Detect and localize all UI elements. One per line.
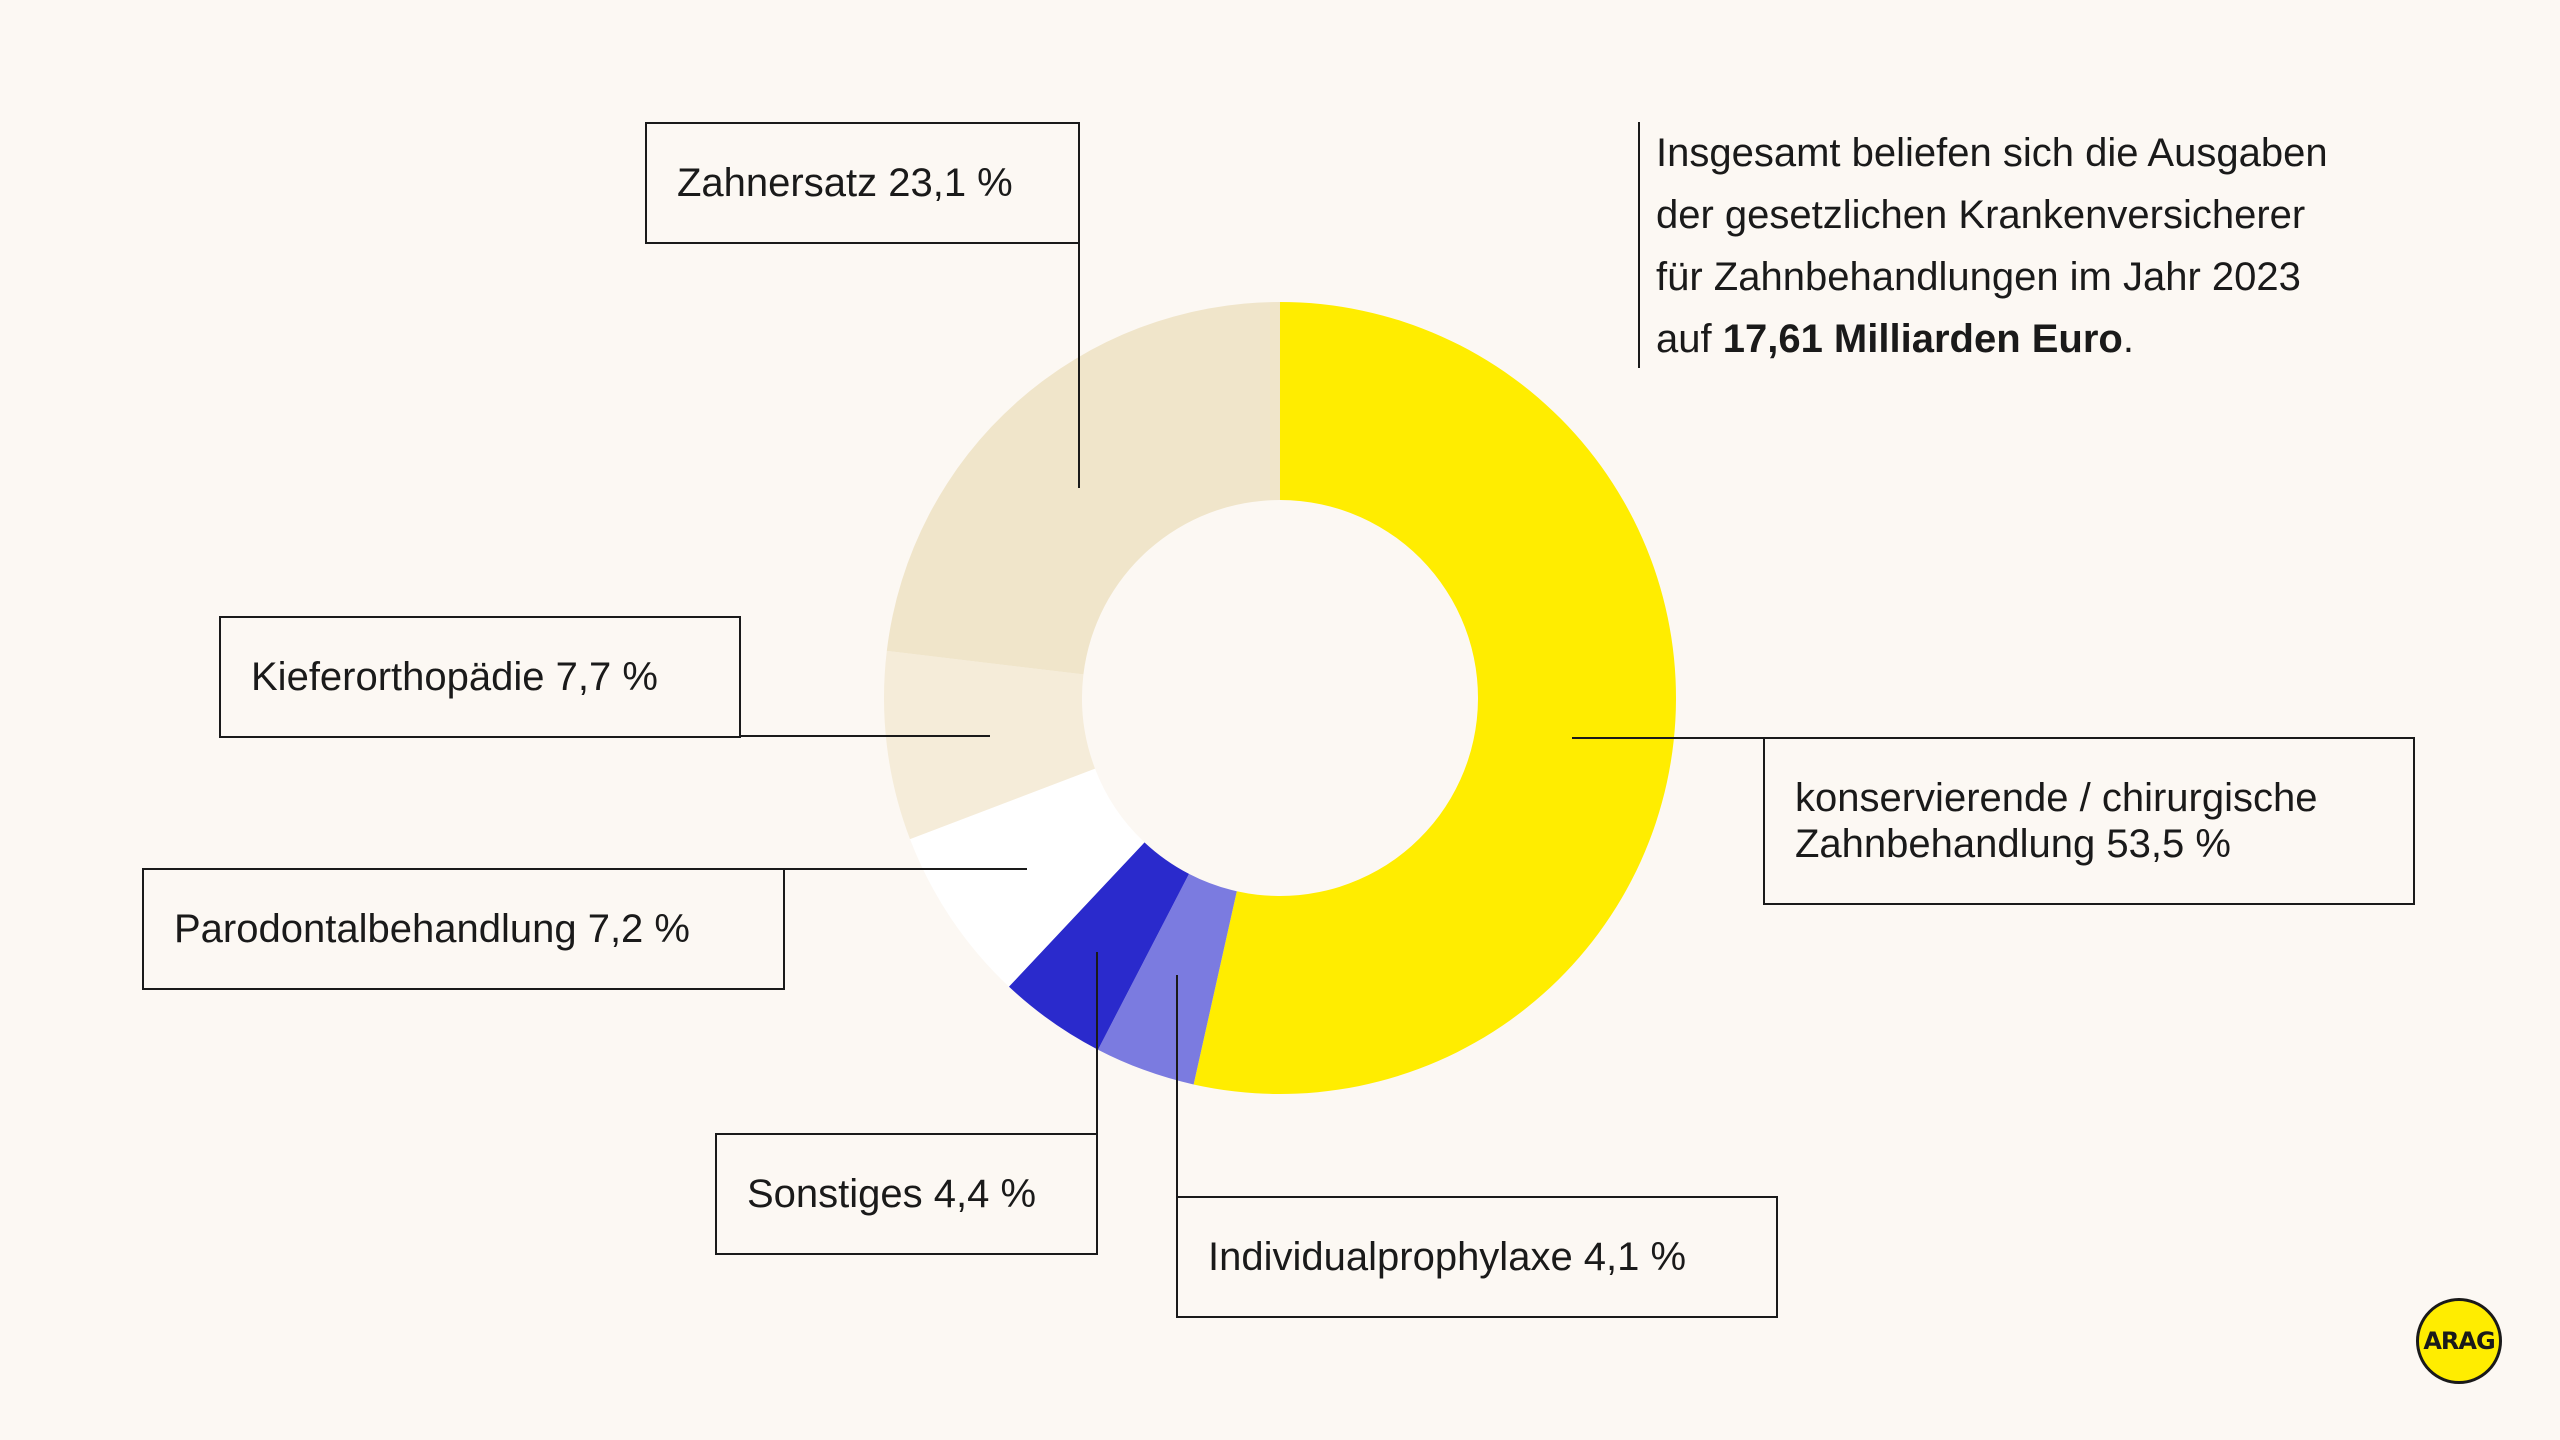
donut-slice-3: [910, 768, 1145, 987]
label-parodontalbehandlung: Parodontalbehandlung 7,2 %: [142, 868, 785, 990]
donut-slice-5: [886, 302, 1280, 675]
label-kieferorthopaedie: Kieferorthopädie 7,7 %: [219, 616, 741, 738]
info-total-amount: 17,61 Milliarden Euro: [1722, 317, 2123, 361]
label-konservierende: konservierende / chirurgische Zahnbehand…: [1763, 737, 2415, 905]
donut-slice-4: [884, 650, 1096, 840]
label-zahnersatz-text: Zahnersatz 23,1 %: [677, 161, 1013, 205]
label-zahnersatz: Zahnersatz 23,1 %: [645, 122, 1080, 244]
donut-slice-2: [1008, 842, 1190, 1050]
info-text-block: Insgesamt beliefen sich die Ausgaben der…: [1638, 122, 2398, 368]
label-konservierende-text: konservierende / chirurgische Zahnbehand…: [1795, 776, 2318, 866]
label-sonstiges: Sonstiges 4,4 %: [715, 1133, 1098, 1255]
label-individualprophylaxe-text: Individualprophylaxe 4,1 %: [1208, 1235, 1687, 1279]
info-line-4-suffix: .: [2122, 317, 2134, 361]
donut-slice-1: [1098, 873, 1237, 1085]
label-individualprophylaxe: Individualprophylaxe 4,1 %: [1176, 1196, 1778, 1318]
info-line-4: auf 17,61 Milliarden Euro.: [1656, 308, 2398, 370]
label-parodontalbehandlung-text: Parodontalbehandlung 7,2 %: [174, 907, 690, 951]
donut-slice-0: [1193, 302, 1677, 1094]
arag-logo: ARAG: [2416, 1298, 2502, 1384]
info-line-3: für Zahnbehandlungen im Jahr 2023: [1656, 255, 2301, 299]
label-sonstiges-text: Sonstiges 4,4 %: [747, 1172, 1037, 1216]
info-line-4-prefix: auf: [1656, 317, 1723, 361]
label-kieferorthopaedie-text: Kieferorthopädie 7,7 %: [251, 655, 658, 699]
arag-logo-text: ARAG: [2423, 1327, 2495, 1355]
info-line-1: Insgesamt beliefen sich die Ausgaben: [1656, 131, 2328, 175]
info-line-2: der gesetzlichen Krankenversicherer: [1656, 193, 2306, 237]
